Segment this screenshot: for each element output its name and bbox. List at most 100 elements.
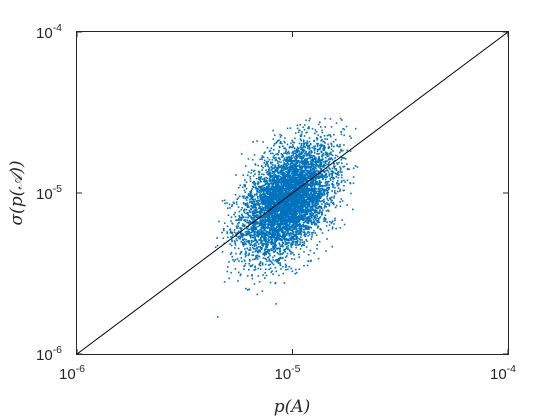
scatter-point xyxy=(330,142,332,145)
scatter-point xyxy=(295,184,298,187)
scatter-point xyxy=(301,147,303,150)
scatter-point xyxy=(288,184,291,186)
scatter-point xyxy=(253,212,256,214)
scatter-point xyxy=(320,175,322,177)
scatter-point xyxy=(300,135,303,137)
scatter-point xyxy=(238,210,241,213)
scatter-point xyxy=(246,202,249,205)
scatter-point xyxy=(271,229,273,232)
scatter-point xyxy=(309,226,311,228)
scatter-point xyxy=(301,186,303,189)
scatter-point xyxy=(230,251,233,254)
scatter-point xyxy=(289,157,292,159)
scatter-point xyxy=(335,168,337,170)
scatter-point xyxy=(293,207,295,210)
scatter-point xyxy=(350,192,352,195)
scatter-point xyxy=(276,208,278,211)
scatter-point xyxy=(287,151,289,154)
scatter-point xyxy=(256,230,259,233)
scatter-point xyxy=(271,225,273,227)
scatter-point xyxy=(242,223,244,225)
scatter-point xyxy=(304,169,307,171)
scatter-point xyxy=(302,206,305,208)
scatter-point xyxy=(298,168,301,171)
scatter-point xyxy=(291,152,293,154)
scatter-point xyxy=(342,165,345,168)
scatter-point xyxy=(302,208,304,211)
scatter-point xyxy=(325,181,327,183)
scatter-point xyxy=(229,207,231,209)
scatter-point xyxy=(252,226,255,228)
scatter-point xyxy=(330,170,333,172)
scatter-point xyxy=(276,141,278,143)
scatter-point xyxy=(255,215,257,218)
scatter-point xyxy=(313,161,315,163)
scatter-point xyxy=(264,257,266,260)
scatter-point xyxy=(257,164,259,167)
scatter-point xyxy=(277,262,280,264)
scatter-point xyxy=(325,176,327,179)
scatter-point xyxy=(305,209,308,212)
scatter-point xyxy=(320,143,322,146)
scatter-point xyxy=(318,195,321,198)
scatter-point xyxy=(277,151,280,154)
scatter-point xyxy=(242,216,245,219)
scatter-point xyxy=(317,170,320,172)
scatter-point xyxy=(273,231,275,234)
scatter-point xyxy=(243,265,245,268)
scatter-point xyxy=(291,226,293,229)
scatter-point xyxy=(298,188,300,191)
scatter-point xyxy=(270,243,273,246)
scatter-point xyxy=(240,240,242,243)
scatter-point xyxy=(296,146,299,149)
scatter-point xyxy=(327,171,330,173)
scatter-point xyxy=(279,141,282,143)
scatter-point xyxy=(308,188,311,191)
scatter-point xyxy=(319,185,321,187)
scatter-point xyxy=(227,207,229,210)
scatter-point xyxy=(273,251,275,253)
scatter-point xyxy=(324,203,326,205)
scatter-point xyxy=(245,181,248,184)
scatter-point xyxy=(275,229,277,232)
scatter-point xyxy=(277,172,280,175)
scatter-point xyxy=(284,147,286,149)
scatter-point xyxy=(277,188,279,191)
scatter-point xyxy=(298,173,300,176)
scatter-point xyxy=(277,176,279,178)
scatter-point xyxy=(303,128,306,131)
scatter-point xyxy=(270,193,272,195)
scatter-point xyxy=(276,215,279,217)
scatter-point xyxy=(319,172,322,175)
scatter-point xyxy=(303,214,305,216)
scatter-point xyxy=(293,183,296,186)
scatter-point xyxy=(277,228,279,231)
scatter-point xyxy=(338,161,340,164)
scatter-point xyxy=(298,253,300,256)
scatter-point xyxy=(267,232,270,235)
scatter-point xyxy=(275,142,277,144)
scatter-point xyxy=(277,216,280,219)
scatter-point xyxy=(286,181,289,184)
scatter-point xyxy=(271,164,274,166)
scatter-point xyxy=(297,240,299,242)
scatter-point xyxy=(291,190,294,192)
scatter-point xyxy=(275,199,277,201)
scatter-point xyxy=(316,144,319,146)
scatter-point xyxy=(271,161,274,164)
scatter-point xyxy=(294,198,296,201)
scatter-point xyxy=(263,248,266,251)
scatter-point xyxy=(273,149,275,151)
scatter-point xyxy=(294,197,297,199)
scatter-point xyxy=(309,206,312,208)
scatter-point xyxy=(295,195,298,197)
scatter-point xyxy=(315,222,317,225)
scatter-point xyxy=(289,189,291,192)
scatter-point xyxy=(269,180,271,183)
scatter-point xyxy=(268,185,270,188)
scatter-point xyxy=(272,234,275,237)
scatter-point xyxy=(309,217,311,220)
scatter-point xyxy=(301,190,304,192)
scatter-point xyxy=(331,190,333,192)
scatter-point xyxy=(325,210,328,212)
